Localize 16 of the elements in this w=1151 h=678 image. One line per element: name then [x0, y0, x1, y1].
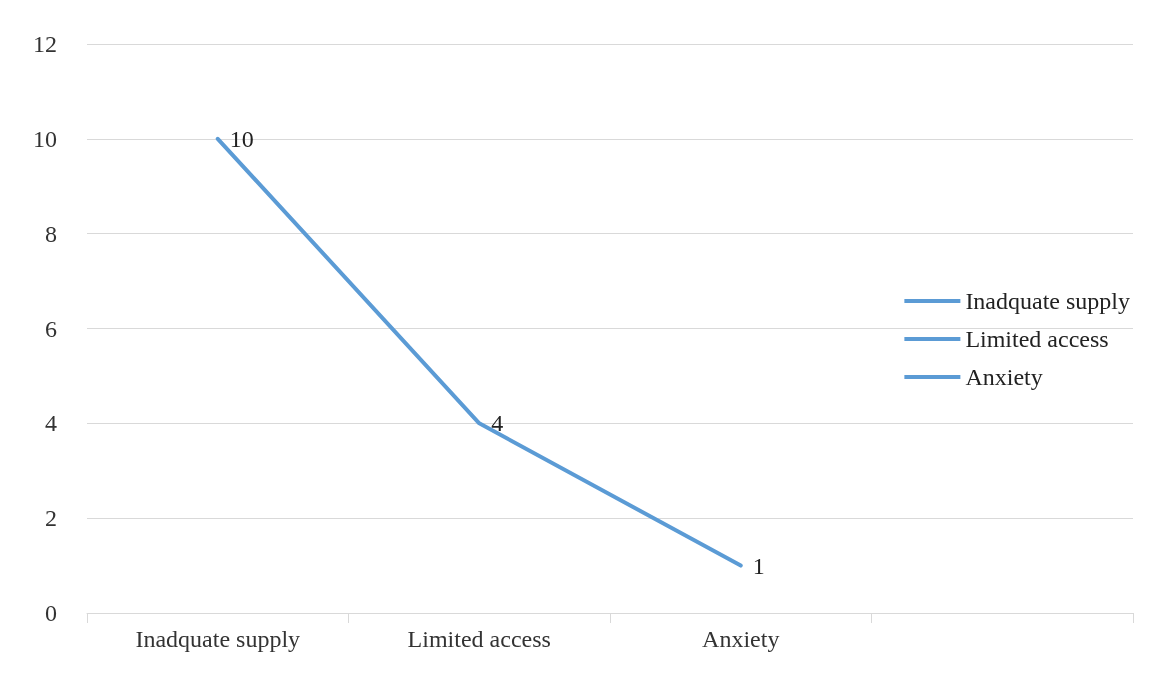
- x-tick-label: Anxiety: [702, 626, 780, 652]
- data-label: 1: [752, 552, 765, 579]
- y-tick-label: 6: [45, 315, 57, 342]
- y-tick-label: 4: [45, 410, 57, 437]
- data-label: 4: [491, 410, 504, 437]
- x-tick-label: Inadquate supply: [135, 626, 301, 652]
- legend-label: Anxiety: [965, 364, 1043, 390]
- y-tick-label: 12: [33, 31, 57, 57]
- y-tick-label: 10: [33, 125, 57, 152]
- y-tick-label: 0: [45, 600, 57, 626]
- y-tick-label: 2: [45, 505, 57, 532]
- legend-label: Inadquate supply: [965, 288, 1130, 314]
- y-tick-label: 8: [45, 220, 57, 247]
- data-label: 10: [229, 125, 254, 152]
- x-tick-label: Limited access: [407, 626, 551, 652]
- legend-label: Limited access: [965, 326, 1109, 352]
